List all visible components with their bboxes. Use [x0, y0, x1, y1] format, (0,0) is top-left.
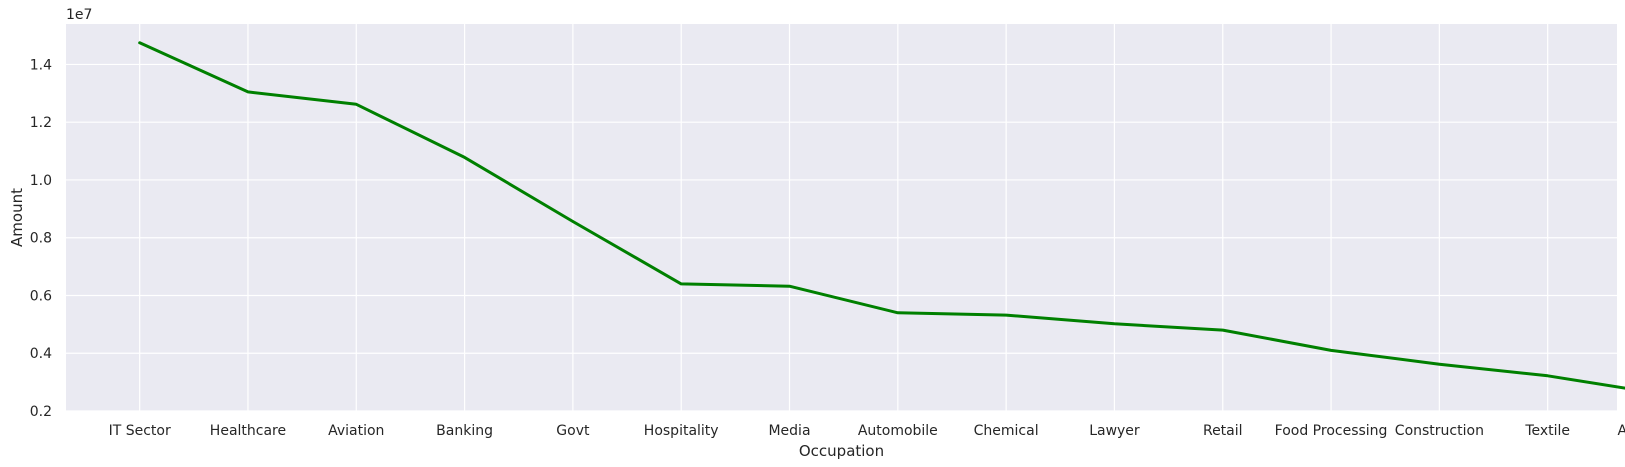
x-tick-label: Retail: [1203, 423, 1243, 439]
x-tick-label: Banking: [436, 423, 493, 439]
y-tick-label: 1.0: [30, 173, 52, 189]
grid-lines: [66, 24, 1617, 412]
series-line: [138, 41, 1625, 390]
x-tick-label: Construction: [1395, 423, 1484, 439]
y-tick-label: 0.4: [30, 346, 52, 362]
x-tick-label: Agriculture: [1617, 423, 1625, 439]
x-tick-label: Automobile: [858, 423, 938, 439]
x-axis-label: Occupation: [799, 442, 884, 460]
x-tick-label: Media: [768, 423, 810, 439]
x-tick-label: Textile: [1524, 423, 1570, 439]
y-tick-label: 0.6: [30, 288, 52, 304]
x-tick-label: IT Sector: [109, 423, 171, 439]
y-axis-offset-label: 1e7: [66, 7, 92, 23]
y-tick-label: 0.8: [30, 231, 52, 247]
x-tick-label: Lawyer: [1089, 423, 1140, 439]
x-axis-ticks: IT Sector Healthcare Aviation Banking Govt Ho…: [109, 423, 1625, 439]
plot-area: [66, 24, 1617, 411]
x-tick-label: Govt: [556, 423, 590, 439]
x-tick-label: Food Processing: [1275, 423, 1388, 439]
x-tick-label: Aviation: [328, 423, 384, 439]
y-axis-ticks: 0.2 0.4 0.6 0.8 1.0 1.2 1.4: [30, 57, 52, 420]
y-tick-label: 1.4: [30, 57, 52, 73]
y-tick-label: 0.2: [30, 404, 52, 420]
x-tick-label: Hospitality: [644, 423, 719, 439]
x-tick-label: Healthcare: [210, 423, 286, 439]
x-tick-label: Chemical: [974, 423, 1039, 439]
y-tick-label: 1.2: [30, 115, 52, 131]
y-axis-label: Amount: [8, 188, 26, 247]
